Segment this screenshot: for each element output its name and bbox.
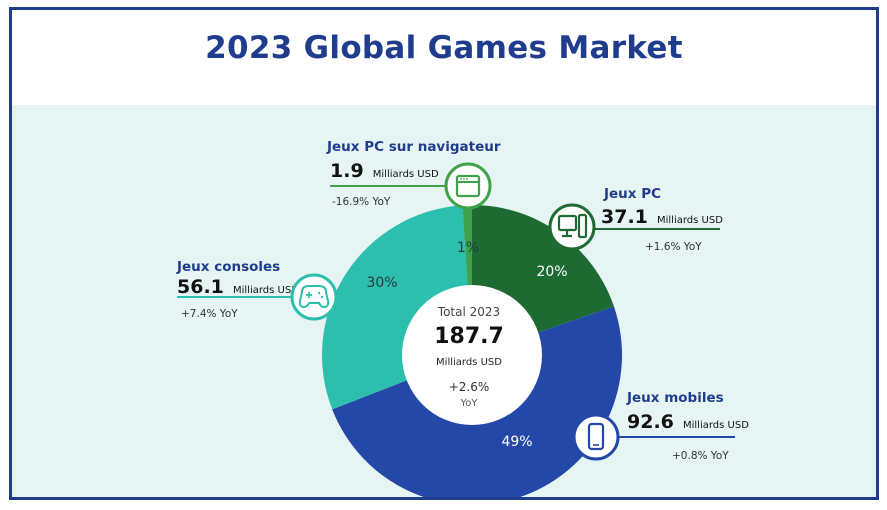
page-title: 2023 Global Games Market (205, 30, 683, 66)
mobile-unit: Milliards USD (683, 420, 749, 431)
browser-value: 1.9 (330, 160, 364, 182)
total-label: Total 2023 (437, 305, 500, 319)
pc-yoy: +1.6% YoY (645, 241, 702, 253)
total-yoy: +2.6% (449, 380, 490, 394)
smartphone-icon (587, 422, 605, 451)
mobile-yoy: +0.8% YoY (672, 450, 729, 462)
browser-unit: Milliards USD (373, 169, 439, 180)
total-unit: Milliards USD (436, 357, 502, 368)
pc-unit: Milliards USD (657, 215, 723, 226)
desktop-computer-icon (557, 213, 588, 239)
browser-yoy: -16.9% YoY (332, 196, 391, 208)
console-icon-badge (290, 273, 338, 321)
slice-label-mobile: 49% (501, 434, 532, 450)
console-unit: Milliards USD (233, 285, 299, 296)
console-yoy: +7.4% YoY (181, 308, 238, 320)
total-value: 187.7 (434, 324, 504, 349)
slice-label-pc: 20% (536, 264, 567, 280)
callout-console: Jeux consoles 56.1 Milliards USD +7.4% Y… (176, 259, 338, 321)
pc-value: 37.1 (601, 206, 648, 228)
mobile-name: Jeux mobiles (626, 390, 724, 406)
callout-browser: Jeux PC sur navigateur 1.9 Milliards USD… (326, 139, 501, 210)
browser-window-icon (455, 174, 481, 198)
pc-value-line: 37.1 Milliards USD (601, 206, 723, 228)
mobile-value-line: 92.6 Milliards USD (627, 411, 749, 433)
donut-chart: 20% 49% 30% 1% Total 2023 187.7 Milliard… (176, 139, 749, 497)
console-value-line: 56.1 Milliards USD (177, 276, 299, 298)
console-name: Jeux consoles (176, 259, 280, 275)
browser-name: Jeux PC sur navigateur (326, 139, 501, 155)
donut-center (402, 285, 542, 425)
mobile-value: 92.6 (627, 411, 674, 433)
mobile-icon-badge (572, 413, 620, 461)
pc-name: Jeux PC (603, 186, 661, 202)
slice-label-browser: 1% (457, 240, 479, 256)
browser-icon-badge (444, 162, 492, 210)
console-value: 56.1 (177, 276, 224, 298)
gamepad-icon (298, 285, 330, 309)
slice-label-console: 30% (366, 275, 397, 291)
callout-mobile: Jeux mobiles 92.6 Milliards USD +0.8% Yo… (572, 390, 749, 462)
total-yoy-label: YoY (459, 398, 478, 409)
header: 2023 Global Games Market (12, 10, 876, 105)
infographic-frame: 2023 Global Games Market 20% 49% 30% 1% … (9, 7, 879, 500)
callout-pc: Jeux PC 37.1 Milliards USD +1.6% YoY (548, 186, 723, 253)
browser-value-line: 1.9 Milliards USD (330, 160, 439, 182)
pc-icon-badge (548, 203, 596, 251)
